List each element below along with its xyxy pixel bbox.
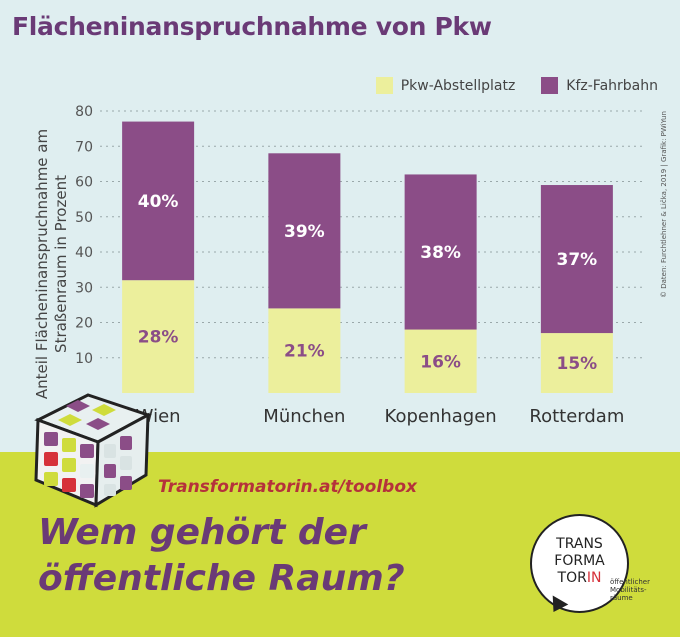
bar-segment (404, 329, 477, 393)
data-label: 15% (557, 354, 598, 374)
bar-segment (404, 174, 477, 330)
y-axis-label-line-1: Anteil Flächeninanspruchnahme am (33, 129, 51, 399)
y-tick-label: 80 (75, 104, 93, 120)
toolbox-link[interactable]: Transformatorin.at/toolbox (158, 477, 417, 497)
data-label: 40% (138, 192, 179, 212)
logo-sub-3: räume (610, 594, 633, 602)
data-label: 37% (557, 250, 598, 270)
legend-label-parking: Pkw-Abstellplatz (400, 77, 516, 94)
legend-swatch-parking (375, 77, 393, 94)
bar-segment (268, 308, 341, 393)
logo-sub-1: öffentlicher (610, 578, 650, 586)
bar-segment (122, 121, 195, 281)
chart-panel: Flächeninanspruchnahme von Pkw Pkw-Abste… (12, 12, 668, 427)
logo-in: IN (586, 570, 602, 586)
legend-item-parking: Pkw-Abstellplatz (375, 77, 516, 94)
data-label: 28% (138, 328, 179, 348)
stacked-bar-chart: Anteil Flächeninanspruchnahme am Straßen… (33, 104, 645, 427)
y-tick-label: 70 (75, 139, 93, 155)
bar-segment (540, 333, 613, 393)
source-credit: © Daten: Furchtlehner & Lička, 2019 | Gr… (660, 111, 668, 298)
data-label: 39% (284, 222, 325, 242)
x-tick-label: Kopenhagen (385, 406, 497, 427)
x-tick-label: Rotterdam (529, 406, 624, 427)
logo-subtitle: öffentlicher Mobilitäts- räume (610, 578, 650, 602)
chart-legend: Pkw-Abstellplatz Kfz-Fahrbahn (375, 77, 658, 94)
legend-label-road: Kfz-Fahrbahn (566, 77, 658, 94)
y-tick-label: 60 (75, 175, 93, 191)
legend-item-road: Kfz-Fahrbahn (541, 77, 658, 94)
footer-banner: Transformatorin.at/toolbox Wem gehört de… (0, 452, 680, 637)
y-tick-label: 20 (75, 316, 93, 332)
y-tick-label: 40 (75, 245, 93, 261)
logo-sub-2: Mobilitäts- (610, 586, 647, 594)
logo-tor: TOR (557, 570, 587, 586)
cube-icon (34, 393, 152, 508)
bar-segment (122, 280, 195, 393)
legend-swatch-road (541, 77, 559, 94)
y-tick-label: 10 (75, 351, 93, 367)
headline-line-1: Wem gehört der (38, 512, 366, 553)
bar-segment (268, 153, 341, 309)
transformatorin-logo: TRANS FORMA TORIN (530, 514, 629, 613)
logo-line-1: TRANS (556, 536, 603, 552)
logo-line-3: TORIN (532, 570, 627, 586)
footer-headline: Wem gehört der öffentliche Raum? (38, 510, 405, 602)
data-label: 16% (420, 352, 461, 372)
rubiks-cube-illustration (34, 393, 152, 508)
page-title: Flächeninanspruchnahme von Pkw (12, 12, 492, 41)
data-label: 38% (420, 243, 461, 263)
logo-line-2: FORMA (554, 553, 605, 569)
headline-line-2: öffentliche Raum? (38, 558, 405, 599)
y-axis-label-line-2: Straßenraum in Prozent (52, 175, 70, 353)
data-label: 21% (284, 342, 325, 362)
bar-segment (540, 185, 613, 334)
y-tick-label: 30 (75, 280, 93, 296)
x-tick-label: München (263, 406, 345, 427)
y-tick-label: 50 (75, 210, 93, 226)
